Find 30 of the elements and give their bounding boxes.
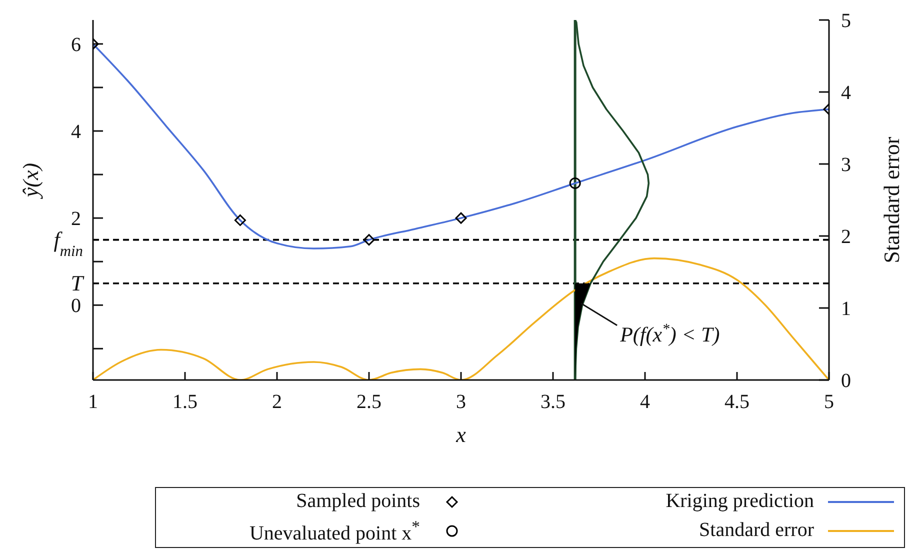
x-tick-label: 1	[88, 391, 98, 413]
x-tick-label: 4.5	[724, 391, 750, 413]
point	[455, 212, 467, 224]
x-tick-label: 2.5	[356, 391, 382, 413]
y-axis-title: ŷ(x)	[18, 162, 43, 200]
x-tick-label: 1.5	[172, 391, 198, 413]
y2-tick-label: 2	[841, 226, 851, 248]
y-tick-label: 0	[71, 295, 81, 318]
annotation: P(f(x$^{*}$) < T)	[619, 321, 720, 346]
y2-tick-label: 5	[841, 10, 851, 32]
point	[569, 177, 581, 189]
legend-label: Unevaluated point x$^{*}$	[249, 516, 420, 547]
y2-tick-label: 4	[841, 82, 851, 104]
x-tick-label: 4	[640, 391, 650, 413]
x-tick-label: 3.5	[540, 391, 566, 413]
y-tick-label: 6	[71, 34, 81, 56]
y2-axis-title: Standard error	[879, 136, 904, 264]
x-tick-label: 2	[272, 391, 282, 413]
legend-label: Sampled points	[296, 489, 420, 514]
y2-tick-label: 1	[841, 298, 851, 320]
x-tick-label: 3	[456, 391, 466, 413]
ref-line-label: T	[70, 270, 85, 296]
y2-tick-label: 0	[841, 370, 851, 392]
y2-tick-label: 3	[841, 154, 851, 176]
y-tick-label: 4	[71, 121, 81, 144]
x-tick-label: 5	[824, 391, 834, 413]
legend-label: Standard error	[699, 518, 814, 544]
legend-label: Kriging prediction	[666, 489, 814, 514]
x-axis-title: x	[455, 422, 466, 447]
point	[363, 234, 375, 246]
